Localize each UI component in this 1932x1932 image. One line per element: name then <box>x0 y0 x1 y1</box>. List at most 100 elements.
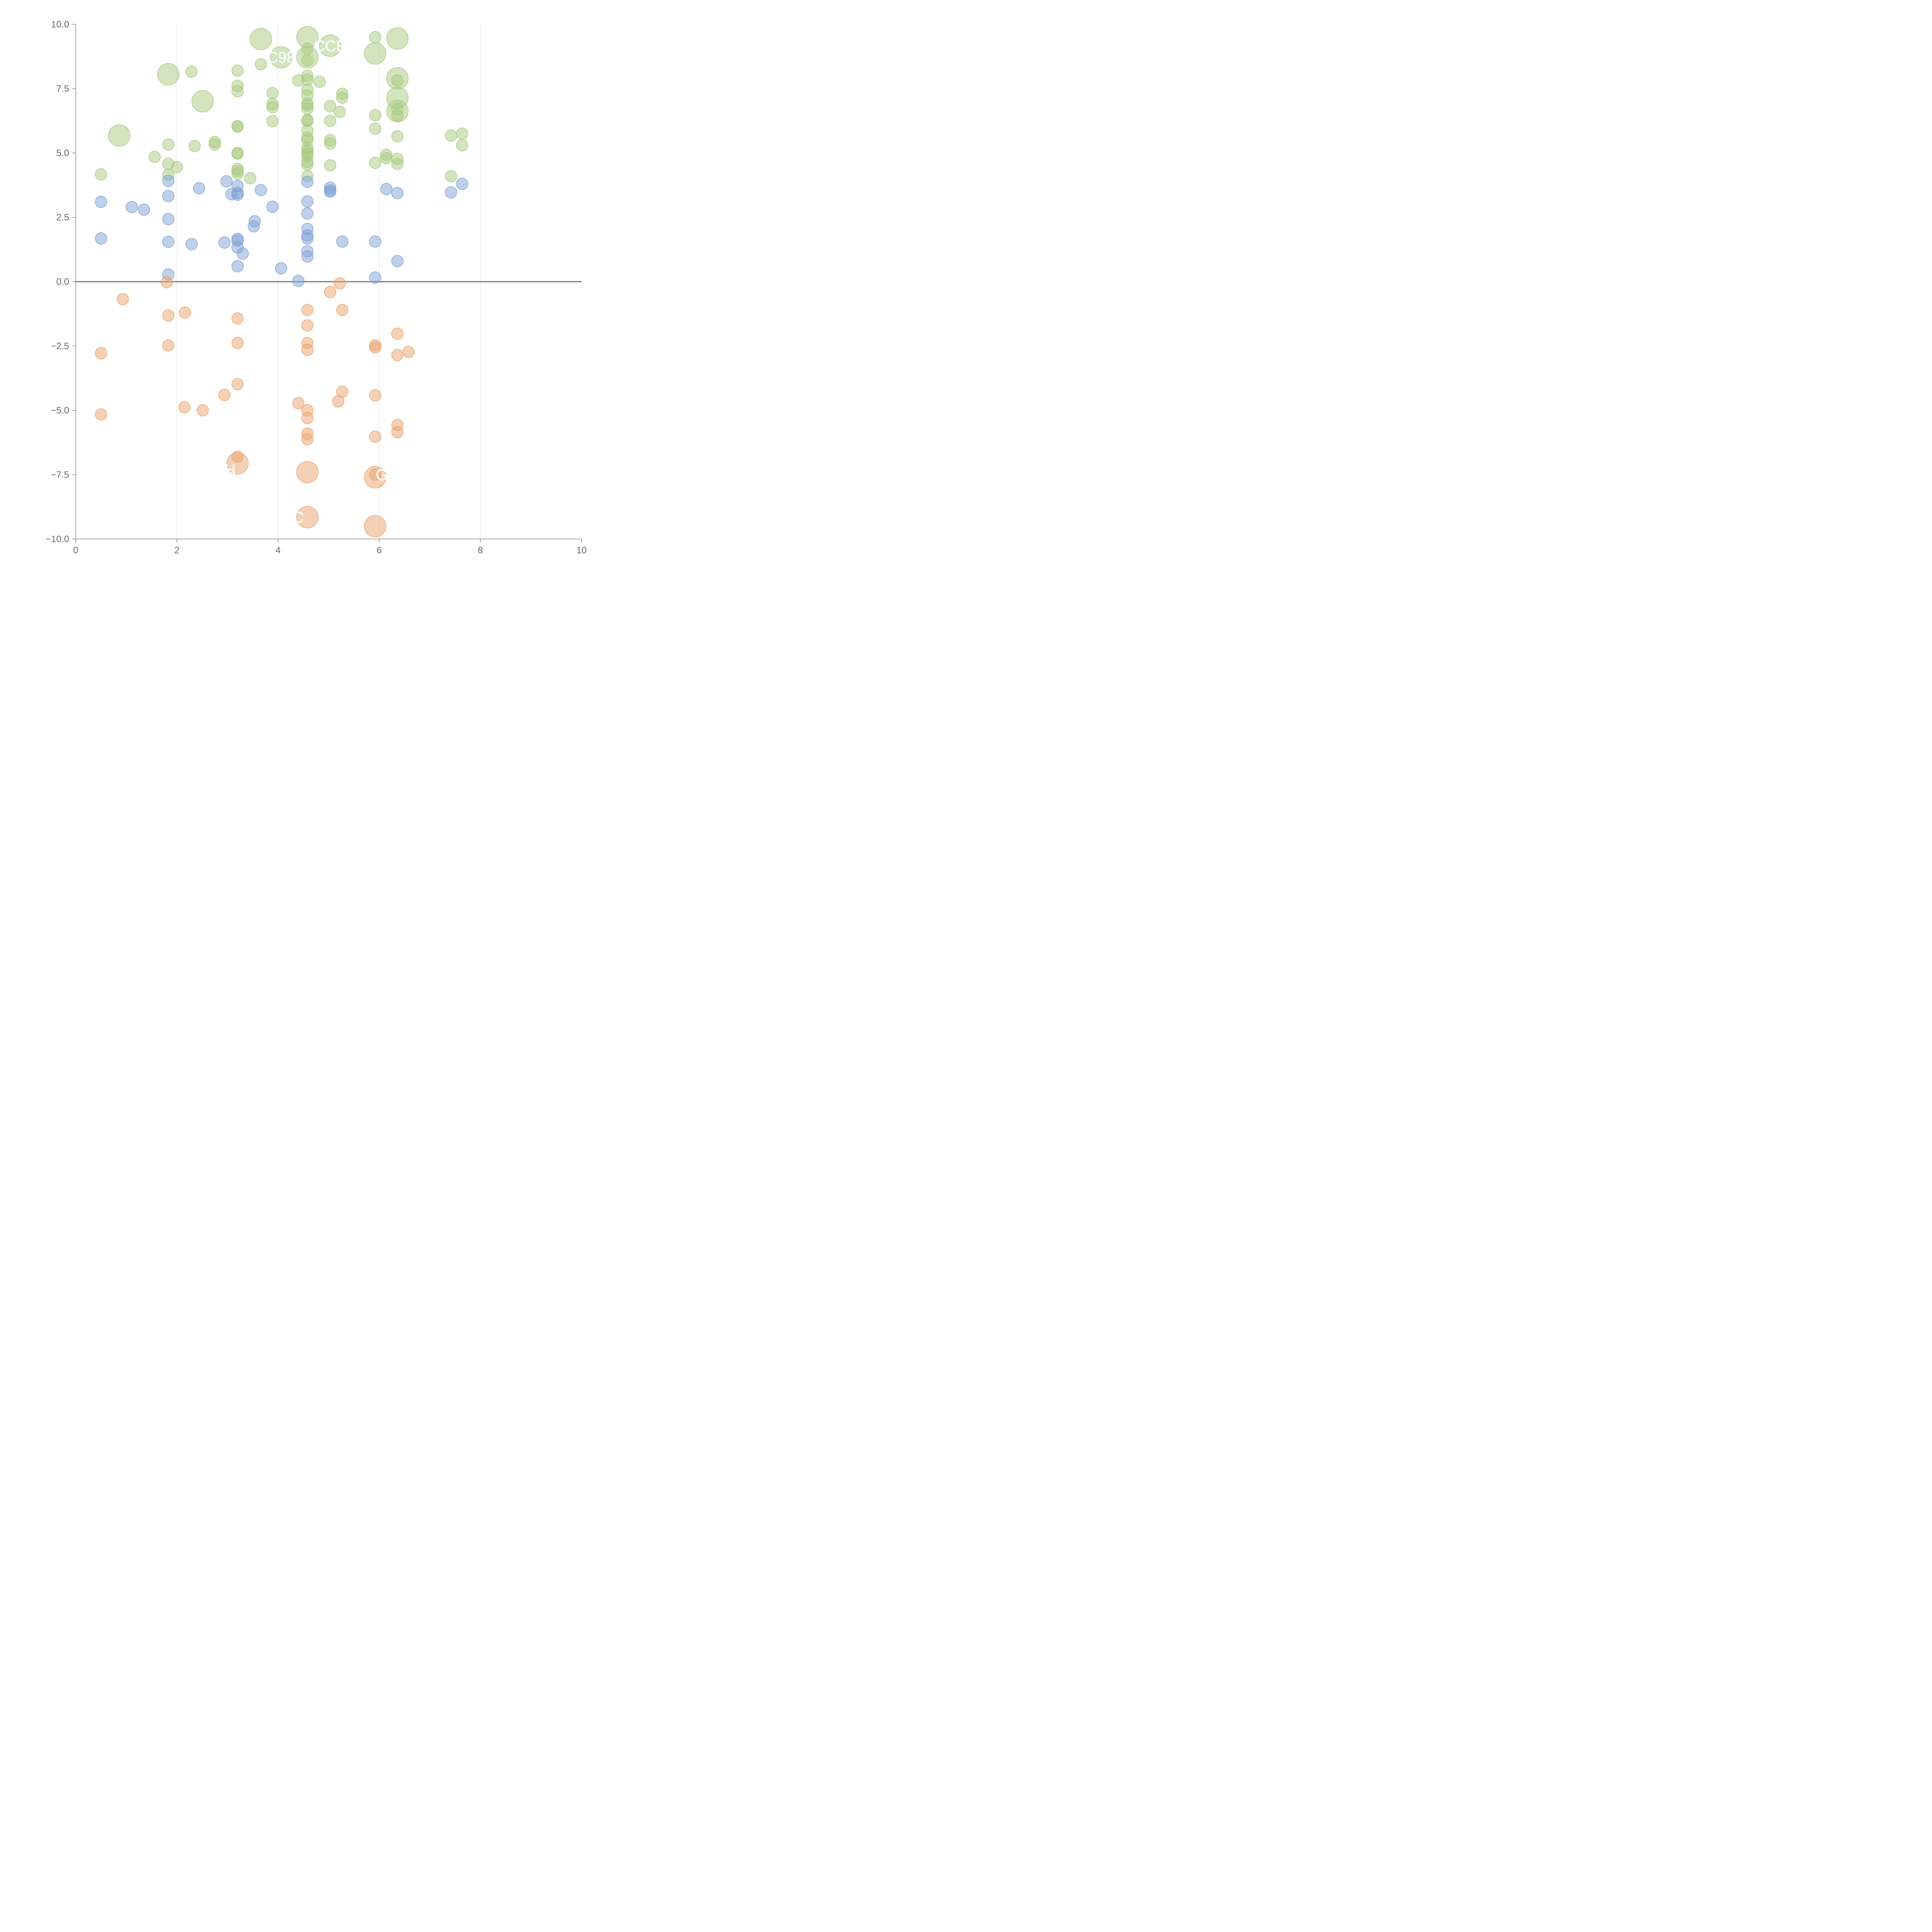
data-point-blue <box>193 182 206 194</box>
data-point-green <box>162 138 175 151</box>
data-point-green <box>301 54 314 66</box>
data-point-orange <box>333 277 346 290</box>
data-point-orange-large <box>364 515 386 537</box>
data-point-blue <box>301 250 314 263</box>
x-tick-label: 0 <box>73 545 78 556</box>
data-point-blue <box>255 184 267 196</box>
data-point-green <box>333 105 346 118</box>
y-tick-label: 2.5 <box>56 213 69 223</box>
chart-svg: 0 2 4 6 8 10 10.0 7.5 5.0 2.5 0.0 −2.5 −5.0 −7.5 −10.0… <box>46 19 587 556</box>
data-point-orange <box>369 341 381 354</box>
data-point-orange <box>402 346 415 358</box>
data-point-green <box>313 75 326 88</box>
data-point-orange <box>95 408 107 421</box>
data-point-green <box>369 31 381 44</box>
data-point-orange <box>231 312 244 325</box>
data-point-green-large <box>270 46 293 68</box>
data-point-blue <box>380 183 393 195</box>
data-point-blue <box>301 207 314 220</box>
data-point-orange <box>301 433 314 446</box>
data-point-blue <box>138 203 150 216</box>
data-point-orange <box>301 319 314 332</box>
data-point-orange <box>95 347 107 359</box>
data-point-green <box>324 137 337 150</box>
data-point-orange <box>391 327 404 340</box>
data-point-blue <box>275 262 287 275</box>
data-point-orange <box>324 286 337 298</box>
data-point-orange <box>218 389 231 401</box>
data-point-green-large <box>386 27 409 50</box>
x-tick-label: 8 <box>478 545 483 556</box>
y-tick-label: 7.5 <box>56 84 69 94</box>
y-tick-label: −7.5 <box>51 470 69 480</box>
data-point-blue <box>162 190 175 202</box>
data-point-green <box>391 109 404 122</box>
data-point-blue <box>162 175 175 187</box>
data-point-orange <box>178 401 191 413</box>
data-point-orange <box>336 386 349 398</box>
data-point-green <box>244 172 257 185</box>
data-point-green <box>95 168 107 181</box>
data-point-blue <box>231 260 244 272</box>
y-tick-label: 5.0 <box>56 148 69 158</box>
data-point-blue <box>185 238 198 250</box>
y-tick-label: −2.5 <box>51 341 69 352</box>
data-point-orange <box>179 306 191 319</box>
data-point-green <box>301 102 314 115</box>
data-point-green <box>456 128 468 140</box>
data-point-orange <box>301 412 314 424</box>
data-point-green <box>445 170 457 182</box>
data-point-blue <box>162 213 175 225</box>
scatter-chart: 0 2 4 6 8 10 10.0 7.5 5.0 2.5 0.0 −2.5 −5.0 −7.5 −10.0… <box>0 0 603 603</box>
point-labels: C98 CCE G C H <box>224 37 388 526</box>
point-label: C <box>293 509 304 526</box>
data-point-green <box>336 92 349 104</box>
data-point-orange <box>369 468 381 481</box>
data-point-blue <box>220 175 233 188</box>
data-point-green-large <box>250 28 272 50</box>
data-point-green <box>231 167 244 180</box>
data-point-green <box>391 74 404 87</box>
data-point-blue <box>236 247 249 260</box>
data-point-blue <box>95 196 107 208</box>
data-points <box>95 26 468 537</box>
data-point-green <box>301 43 314 55</box>
data-point-green <box>188 140 201 152</box>
data-point-green <box>324 115 337 127</box>
data-point-green-large <box>364 42 386 65</box>
point-label: C98 <box>267 49 295 66</box>
data-point-blue <box>95 232 107 245</box>
data-point-green <box>380 152 393 165</box>
data-point-orange <box>196 404 209 417</box>
y-tick-label: 0.0 <box>56 277 69 287</box>
data-point-orange <box>231 378 244 390</box>
data-point-orange <box>336 304 349 316</box>
data-point-green <box>171 161 183 173</box>
data-point-blue <box>301 175 314 188</box>
x-tick-label: 4 <box>276 545 281 556</box>
y-tick-label: −5.0 <box>51 405 69 416</box>
data-point-blue <box>391 187 404 199</box>
data-point-green <box>231 147 244 160</box>
data-point-green <box>231 85 244 97</box>
data-point-green-large <box>157 63 180 85</box>
data-point-green <box>369 156 381 169</box>
data-point-blue <box>301 195 314 207</box>
data-point-green <box>324 100 337 112</box>
data-point-green <box>148 151 161 163</box>
data-point-orange-large <box>296 506 319 529</box>
data-point-blue <box>445 186 457 199</box>
data-point-blue <box>162 236 175 248</box>
y-tick-label: −10.0 <box>46 534 69 544</box>
data-point-green <box>445 129 457 142</box>
data-point-orange <box>162 339 175 352</box>
point-label: CCE <box>314 37 346 54</box>
data-point-green-large <box>108 124 131 147</box>
data-point-orange <box>301 304 314 316</box>
data-point-blue <box>126 201 138 213</box>
data-point-green <box>209 138 221 151</box>
data-point-green <box>301 158 314 171</box>
data-point-green-large <box>319 34 342 57</box>
data-point-blue <box>248 215 261 228</box>
data-point-blue <box>391 255 404 267</box>
